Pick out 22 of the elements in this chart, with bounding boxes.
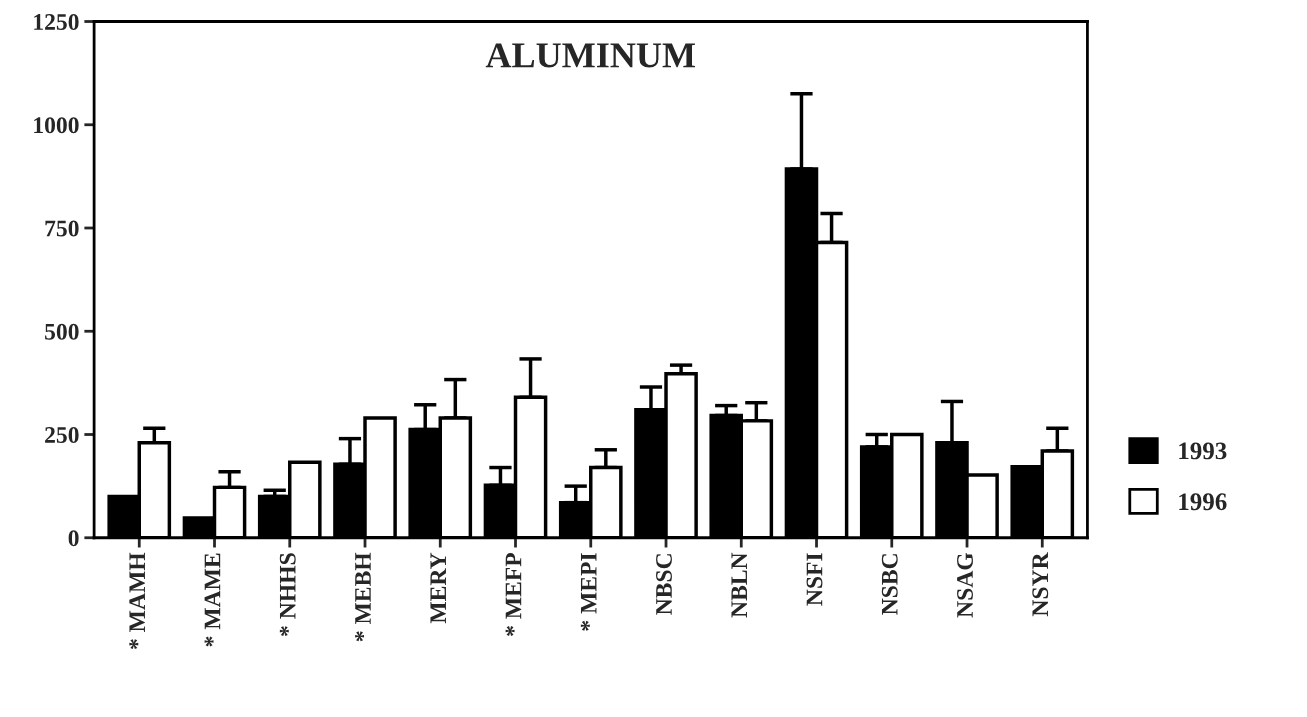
x-tick-label: * MEFP <box>505 553 522 636</box>
chart-title: ALUMINUM <box>485 43 696 68</box>
x-tick-label: NSYR <box>1032 552 1049 617</box>
x-tick-label: * MAMH <box>129 552 145 650</box>
x-tick-label: MERY <box>430 552 446 624</box>
x-tick-label: * MAME <box>204 553 221 647</box>
y-tick-label: 500 <box>45 323 79 340</box>
y-tick-label: 750 <box>45 220 79 237</box>
legend-label: 1996 <box>1179 493 1227 511</box>
x-tick-label: NSFI <box>806 553 823 606</box>
x-tick-label: NSAG <box>957 552 973 618</box>
x-tick-label: NBLN <box>731 552 748 618</box>
y-tick-label: 1000 <box>34 117 79 134</box>
x-tick-label: NSBC <box>881 554 898 615</box>
x-tick-label: * NHHS <box>279 553 296 636</box>
x-tick-label: NBSC <box>656 554 672 615</box>
legend-label: 1993 <box>1179 442 1227 460</box>
y-tick-label: 250 <box>45 426 79 443</box>
y-tick-label: 1250 <box>34 14 79 30</box>
y-tick-label: 0 <box>68 530 79 547</box>
x-tick-label: * MEBH <box>355 552 371 642</box>
x-tick-label: * MEPI <box>580 553 597 631</box>
